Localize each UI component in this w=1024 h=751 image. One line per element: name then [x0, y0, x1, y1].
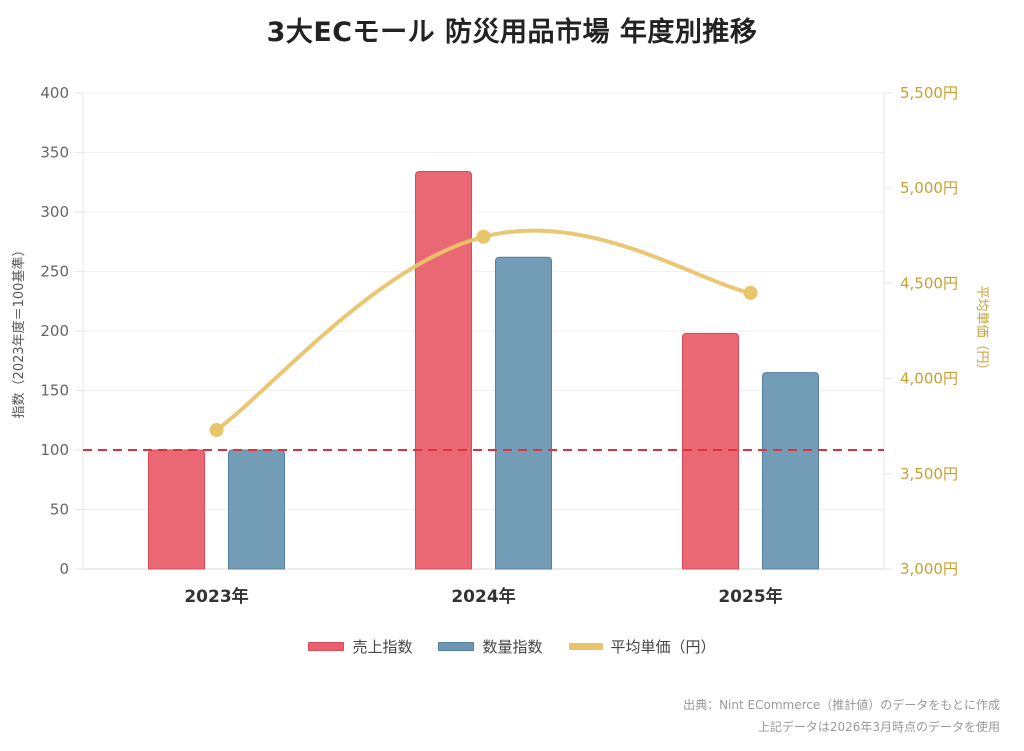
right-tick-label: 3,000円 — [900, 560, 958, 578]
source-line-2: 上記データは2026年3月時点のデータを使用 — [757, 720, 1000, 734]
left-tick-label: 350 — [40, 144, 69, 162]
price-point — [476, 229, 491, 244]
price-line — [214, 228, 753, 433]
legend-label-quantity: 数量指数 — [482, 638, 543, 656]
source-line-1: 出典：Nint ECommerce（推計値）のデータをもとに作成 — [683, 698, 1000, 712]
right-tick-label: 5,500円 — [900, 84, 958, 102]
bar-quantity — [228, 449, 285, 570]
right-tick-label: 5,000円 — [900, 179, 958, 197]
legend-swatch-price — [568, 643, 603, 650]
right-axis-ticks: 3,000円 3,500円 4,000円 4,500円 5,000円 5,500円 — [884, 84, 958, 578]
category-labels: 2023年 2024年 2025年 — [184, 586, 782, 607]
source-note: 出典：Nint ECommerce（推計値）のデータをもとに作成 上記データは2… — [683, 694, 1000, 738]
bar-sales — [148, 449, 205, 570]
legend: 売上指数 数量指数 平均単価（円） — [0, 636, 1024, 657]
bar-quantity — [495, 256, 552, 570]
left-tick-label: 400 — [40, 84, 69, 102]
chart-title: 3大ECモール 防災用品市場 年度別推移 — [266, 17, 758, 48]
price-point — [209, 423, 224, 438]
bar-sales — [682, 332, 739, 570]
right-tick-label: 3,500円 — [900, 465, 958, 483]
left-tick-label: 50 — [50, 501, 69, 519]
left-tick-label: 100 — [40, 441, 69, 459]
left-tick-label: 150 — [40, 382, 69, 400]
bar-quantity — [762, 372, 819, 570]
legend-item-quantity[interactable]: 数量指数 — [438, 636, 543, 657]
right-tick-label: 4,000円 — [900, 370, 958, 388]
left-axis-ticks: 0 50 100 150 200 250 300 350 400 — [40, 84, 83, 578]
left-tick-label: 0 — [59, 560, 69, 578]
bars — [148, 171, 819, 570]
category-label: 2024年 — [451, 586, 515, 607]
right-tick-label: 4,500円 — [900, 274, 958, 292]
right-axis-title: 平均単価（円） — [974, 285, 990, 376]
left-tick-label: 300 — [40, 203, 69, 221]
legend-label-sales: 売上指数 — [352, 638, 413, 656]
legend-label-price: 平均単価（円） — [610, 638, 716, 656]
left-tick-label: 250 — [40, 263, 69, 281]
price-line-group — [209, 228, 758, 438]
left-axis-title: 指数（2023年度＝100基準） — [11, 244, 27, 419]
left-tick-label: 200 — [40, 322, 69, 340]
legend-swatch-sales — [308, 642, 345, 651]
category-label: 2023年 — [184, 586, 248, 607]
legend-swatch-quantity — [438, 642, 475, 651]
category-label: 2025年 — [718, 586, 782, 607]
price-point — [743, 285, 758, 300]
legend-item-price[interactable]: 平均単価（円） — [568, 636, 716, 657]
legend-item-sales[interactable]: 売上指数 — [308, 636, 412, 657]
bar-sales — [415, 171, 472, 570]
